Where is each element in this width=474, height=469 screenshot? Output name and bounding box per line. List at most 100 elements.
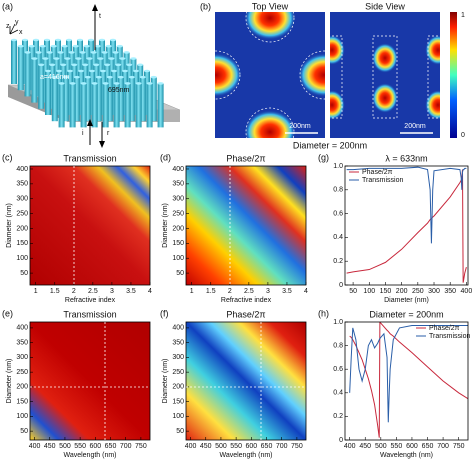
pillar-top — [68, 51, 75, 54]
x-tick-label: 300 — [428, 288, 440, 295]
pillar — [51, 77, 58, 122]
wave-label: i — [82, 130, 84, 137]
pillar-top — [11, 38, 17, 42]
y-tick-label: 400 — [16, 325, 28, 332]
x-tick-label: 2.5 — [244, 288, 254, 295]
y-tick-label: 400 — [172, 166, 184, 173]
y-tick-label: 300 — [16, 196, 28, 203]
heatmap — [186, 166, 306, 285]
y-tick-label: 0.2 — [333, 258, 343, 265]
height-label: 695nm — [108, 87, 130, 94]
pillar-top — [62, 75, 69, 79]
colorbar-tick: 0 — [461, 132, 465, 139]
pillar — [117, 77, 124, 122]
pillar-top — [53, 57, 60, 60]
y-tick-label: 0.4 — [333, 234, 343, 241]
pillar-top — [35, 51, 42, 54]
y-tick-label: 1.0 — [333, 163, 343, 170]
y-tick-label: 300 — [172, 196, 184, 203]
x-axis-label: Wavelength (nm) — [219, 452, 272, 459]
scale-label: 200nm — [404, 123, 426, 130]
pillar — [124, 83, 131, 128]
y-tick-label: 0.6 — [333, 366, 343, 373]
pillar-top — [157, 82, 164, 85]
x-tick-label: 2 — [72, 288, 76, 295]
pillar-top — [66, 38, 72, 42]
legend-label: Transmission — [362, 177, 403, 184]
pillar-top — [77, 38, 83, 42]
y-tick-label: 150 — [172, 398, 184, 405]
y-tick-label: 200 — [172, 384, 184, 391]
pillar-top — [31, 57, 38, 60]
pillar — [58, 83, 65, 128]
pillar-top — [101, 51, 108, 54]
x-tick-label: 650 — [105, 443, 117, 450]
y-axis-label: Diameter (nm) — [6, 359, 13, 404]
field-blobs — [330, 35, 440, 120]
view-title: Side View — [365, 1, 405, 11]
pillar-top — [150, 75, 157, 79]
y-tick-label: 0 — [339, 282, 343, 289]
line-series — [346, 166, 467, 244]
y-tick-label: 0 — [339, 437, 343, 444]
arrow-head — [87, 119, 93, 126]
plot-frame — [185, 165, 307, 286]
y-tick-label: 150 — [172, 240, 184, 247]
panel-label: (c) — [2, 152, 13, 162]
pillar-top — [24, 51, 31, 54]
pillar — [102, 83, 109, 128]
x-tick-label: 2 — [228, 288, 232, 295]
pillar-top — [139, 75, 146, 79]
x-tick-label: 3.5 — [126, 288, 136, 295]
x-tick-label: 1.5 — [206, 288, 216, 295]
legend-label: Phase/2π — [429, 325, 460, 332]
y-tick-label: 50 — [176, 270, 184, 277]
line-series — [349, 325, 468, 423]
pillar-top — [126, 63, 133, 67]
pillar-top — [50, 44, 57, 48]
axis-label: x — [19, 29, 23, 36]
pillar-top — [89, 69, 95, 73]
x-tick-label: 4 — [304, 288, 308, 295]
y-tick-label: 150 — [16, 240, 28, 247]
x-tick-label: 400 — [344, 443, 356, 450]
pillar — [146, 83, 153, 128]
y-tick-label: 250 — [172, 369, 184, 376]
pillar — [38, 64, 45, 109]
pillar-top — [55, 38, 61, 42]
pillar-top — [88, 38, 94, 42]
pillar — [62, 77, 69, 122]
pillar-top — [79, 51, 86, 54]
pillar — [157, 83, 164, 128]
pillar-top — [97, 57, 104, 60]
x-tick-label: 2.5 — [88, 288, 98, 295]
pillar-top — [46, 51, 53, 54]
pillar-top — [117, 75, 124, 79]
x-tick-label: 400 — [185, 443, 197, 450]
pillar-top — [108, 57, 115, 60]
x-axis-label: Wavelength (nm) — [380, 452, 433, 459]
pillar-top — [39, 44, 46, 48]
line-series — [349, 322, 468, 438]
pillar-top — [99, 38, 105, 42]
y-tick-label: 400 — [172, 325, 184, 332]
y-tick-label: 350 — [172, 339, 184, 346]
pillar-top — [144, 69, 150, 73]
pillar-top — [119, 57, 126, 60]
pillar-top — [113, 82, 120, 85]
panel-label: (g) — [318, 152, 329, 162]
y-tick-label: 350 — [16, 181, 28, 188]
x-tick-label: 1 — [190, 288, 194, 295]
pillar-top — [124, 82, 131, 85]
x-tick-label: 1 — [34, 288, 38, 295]
pillar-top — [83, 44, 90, 48]
x-tick-label: 650 — [261, 443, 273, 450]
pillar-top — [80, 82, 87, 85]
pillar-top — [45, 69, 51, 73]
x-tick-label: 700 — [276, 443, 288, 450]
pillar-top — [33, 38, 39, 42]
pillar — [69, 83, 76, 128]
y-tick-label: 100 — [172, 413, 184, 420]
y-tick-label: 0.4 — [333, 390, 343, 397]
pillar — [150, 77, 157, 122]
